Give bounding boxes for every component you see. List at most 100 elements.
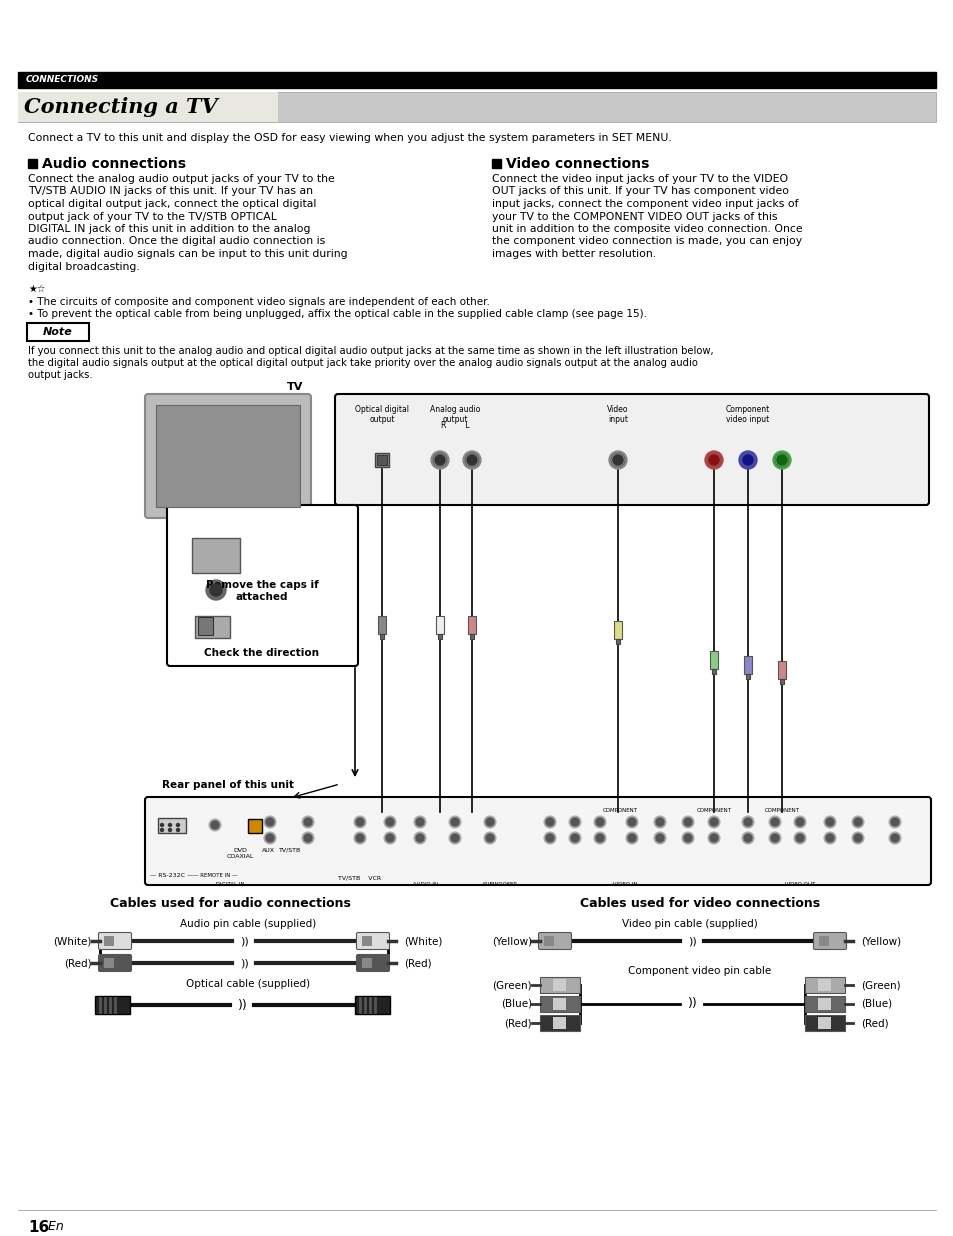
Text: the component video connection is made, you can enjoy: the component video connection is made, …: [492, 236, 801, 246]
Circle shape: [594, 832, 605, 844]
Circle shape: [568, 816, 580, 828]
Text: input jacks, connect the component video input jacks of: input jacks, connect the component video…: [492, 199, 798, 209]
Circle shape: [355, 834, 364, 842]
Circle shape: [304, 818, 312, 826]
Text: Video pin cable (supplied): Video pin cable (supplied): [621, 920, 757, 929]
Text: Check the direction: Check the direction: [204, 648, 319, 658]
Circle shape: [169, 823, 172, 827]
Text: ———— VIDEO IN ————: ———— VIDEO IN ————: [588, 883, 660, 887]
Bar: [104, 936, 113, 946]
Text: Connect the video input jacks of your TV to the VIDEO: Connect the video input jacks of your TV…: [492, 174, 787, 184]
Circle shape: [594, 816, 605, 828]
Circle shape: [768, 832, 781, 844]
Text: the digital audio signals output at the optical digital output jack take priorit: the digital audio signals output at the …: [28, 358, 698, 368]
Bar: [361, 936, 372, 946]
FancyBboxPatch shape: [813, 932, 845, 949]
Circle shape: [543, 832, 556, 844]
Text: optical digital output jack, connect the optical digital: optical digital output jack, connect the…: [28, 199, 316, 209]
Circle shape: [656, 818, 663, 826]
Text: If you connect this unit to the analog audio and optical digital audio output ja: If you connect this unit to the analog a…: [28, 346, 713, 356]
Circle shape: [795, 834, 803, 842]
FancyBboxPatch shape: [98, 954, 132, 971]
Text: (Red): (Red): [64, 958, 91, 968]
Circle shape: [776, 455, 786, 465]
Bar: [198, 617, 213, 635]
Bar: [817, 997, 830, 1010]
Circle shape: [823, 816, 835, 828]
Circle shape: [793, 832, 805, 844]
Text: (Red): (Red): [861, 1018, 887, 1028]
Circle shape: [741, 816, 753, 828]
Circle shape: [160, 828, 163, 832]
Bar: [468, 616, 476, 634]
Text: COMPONENT: COMPONENT: [602, 808, 637, 813]
Circle shape: [608, 451, 626, 468]
FancyBboxPatch shape: [145, 797, 930, 885]
Circle shape: [414, 832, 426, 844]
Bar: [817, 979, 830, 991]
Circle shape: [451, 818, 458, 826]
Circle shape: [210, 583, 222, 596]
Bar: [743, 656, 751, 674]
Circle shape: [683, 834, 691, 842]
Circle shape: [707, 832, 720, 844]
Text: )): )): [687, 997, 697, 1011]
Circle shape: [596, 818, 603, 826]
FancyBboxPatch shape: [145, 394, 311, 518]
FancyBboxPatch shape: [356, 932, 389, 949]
Text: images with better resolution.: images with better resolution.: [492, 248, 656, 260]
Bar: [375, 454, 389, 467]
Circle shape: [596, 834, 603, 842]
Bar: [376, 455, 387, 465]
Text: (Yellow): (Yellow): [492, 936, 532, 946]
Bar: [778, 661, 785, 679]
Circle shape: [206, 580, 226, 599]
Bar: [18, 91, 277, 122]
Text: Component video pin cable: Component video pin cable: [628, 967, 771, 976]
Bar: [361, 958, 372, 968]
Text: Video connections: Video connections: [505, 157, 649, 171]
FancyBboxPatch shape: [167, 506, 357, 666]
Bar: [804, 976, 844, 993]
Circle shape: [741, 832, 753, 844]
Text: Audio connections: Audio connections: [42, 157, 186, 171]
Circle shape: [545, 834, 554, 842]
Text: Cables used for video connections: Cables used for video connections: [579, 897, 820, 910]
Bar: [18, 91, 935, 122]
Circle shape: [613, 455, 622, 465]
Circle shape: [795, 818, 803, 826]
Text: ★☆: ★☆: [28, 284, 46, 294]
Circle shape: [384, 816, 395, 828]
Bar: [539, 976, 579, 993]
Circle shape: [568, 832, 580, 844]
Circle shape: [431, 451, 449, 468]
Circle shape: [825, 834, 833, 842]
Circle shape: [266, 818, 274, 826]
Text: Rear panel of this unit: Rear panel of this unit: [162, 780, 294, 790]
Circle shape: [772, 451, 790, 468]
Text: — REMOTE IN —: — REMOTE IN —: [193, 873, 237, 878]
Circle shape: [176, 823, 179, 827]
Circle shape: [853, 818, 862, 826]
Bar: [553, 979, 565, 991]
Text: 16: 16: [28, 1220, 50, 1235]
Text: Note: Note: [43, 328, 72, 337]
Bar: [377, 616, 386, 634]
Circle shape: [209, 819, 221, 831]
Circle shape: [266, 834, 274, 842]
Text: — RS-232C —: — RS-232C —: [151, 873, 193, 878]
Circle shape: [656, 834, 663, 842]
Bar: [156, 405, 299, 507]
Circle shape: [625, 816, 638, 828]
Text: Connect the analog audio output jacks of your TV to the: Connect the analog audio output jacks of…: [28, 174, 335, 184]
Text: —— VIDEO OUT ——: —— VIDEO OUT ——: [771, 883, 827, 887]
FancyBboxPatch shape: [27, 323, 89, 341]
Circle shape: [169, 828, 172, 832]
Text: • The circuits of composite and component video signals are independent of each : • The circuits of composite and componen…: [28, 297, 489, 307]
Circle shape: [739, 451, 757, 468]
Circle shape: [543, 816, 556, 828]
Circle shape: [467, 455, 476, 465]
Circle shape: [264, 816, 275, 828]
Text: made, digital audio signals can be input to this unit during: made, digital audio signals can be input…: [28, 248, 347, 260]
Bar: [780, 679, 783, 684]
